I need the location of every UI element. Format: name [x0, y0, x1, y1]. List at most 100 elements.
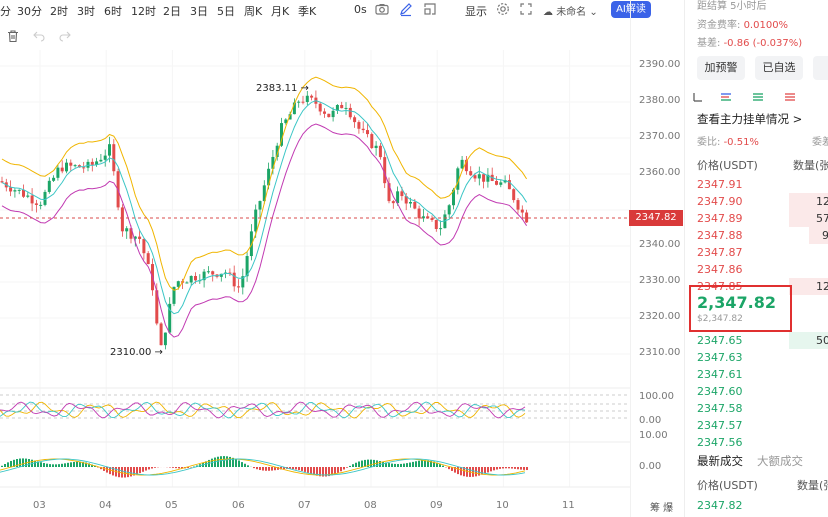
- macd-bar: [55, 464, 57, 467]
- candle-body: [512, 189, 516, 201]
- candle-body: [327, 113, 331, 118]
- fullscreen-icon[interactable]: [518, 1, 534, 17]
- candle-body: [413, 201, 417, 209]
- bid-row[interactable]: 2347.58: [685, 400, 828, 417]
- macd-bar: [100, 467, 102, 470]
- ask-row[interactable]: 2347.87: [685, 244, 828, 261]
- candle-body: [185, 282, 189, 284]
- bid-row[interactable]: 2347.63: [685, 349, 828, 366]
- order-price: 2347.87: [697, 246, 743, 259]
- camera-icon[interactable]: [374, 1, 390, 17]
- chip-distribution-toggle[interactable]: 筹 爆: [650, 503, 674, 514]
- interval-label[interactable]: 0s: [354, 3, 367, 16]
- display-button[interactable]: 显示: [465, 5, 487, 18]
- chart-area[interactable]: 分 30分 2时 3时 6时 12时 2日 3日 5日 周K 月K 季K 0s …: [0, 0, 684, 517]
- candle-body: [421, 216, 425, 219]
- candle-body: [344, 107, 348, 109]
- timeframe-2d[interactable]: 2日: [163, 5, 181, 18]
- bid-row[interactable]: 2347.57: [685, 417, 828, 434]
- ask-row[interactable]: 2347.90 12: [685, 193, 828, 210]
- candle-body: [318, 103, 322, 112]
- ask-row[interactable]: 2347.91: [685, 176, 828, 193]
- macd-bar: [220, 456, 222, 467]
- orderbook-view-alt-icon[interactable]: [719, 90, 733, 107]
- candle-body: [82, 167, 86, 169]
- pen-icon[interactable]: [398, 1, 414, 17]
- ask-row[interactable]: 2347.86: [685, 261, 828, 278]
- timeframe-2h[interactable]: 2时: [50, 5, 68, 18]
- watchlist-button[interactable]: 已自选: [755, 56, 803, 80]
- macd-bar: [232, 457, 234, 467]
- trash-icon[interactable]: [6, 28, 20, 47]
- candle-body: [241, 276, 245, 288]
- ask-row[interactable]: 2347.88 9: [685, 227, 828, 244]
- candle-body: [271, 156, 275, 169]
- more-button[interactable]: [813, 56, 828, 80]
- timeframe-12h[interactable]: 12时: [131, 5, 156, 18]
- candle-body: [426, 216, 430, 219]
- ask-row[interactable]: 2347.89 57: [685, 210, 828, 227]
- candle-body: [228, 272, 232, 274]
- macd-bar: [406, 463, 408, 467]
- layout-name-selector[interactable]: ☁ 未命名 ⌄: [543, 3, 598, 18]
- depth-link[interactable]: 查看主力挂单情况 >: [697, 112, 803, 126]
- order-price: 2347.56: [697, 436, 743, 449]
- bid-row[interactable]: 2347.56: [685, 434, 828, 451]
- macd-bar: [310, 467, 312, 474]
- macd-bar: [91, 464, 93, 467]
- candle-body: [9, 187, 13, 192]
- redo-icon[interactable]: [58, 28, 72, 47]
- timeframe-6h[interactable]: 6时: [104, 5, 122, 18]
- tab-latest-trades[interactable]: 最新成交: [697, 454, 743, 468]
- timeframe-quarter[interactable]: 季K: [298, 5, 317, 18]
- add-alert-button[interactable]: 加预警: [697, 56, 745, 80]
- candle-body: [348, 107, 352, 118]
- macd-bar: [148, 467, 150, 470]
- macd-bar: [325, 467, 327, 477]
- timeframe-5d[interactable]: 5日: [217, 5, 235, 18]
- price-axis[interactable]: 2390.00 2380.00 2370.00 2360.00 2340.00 …: [630, 0, 684, 517]
- candle-body: [34, 203, 38, 205]
- timeframe-week[interactable]: 周K: [244, 5, 263, 18]
- settings-icon[interactable]: [495, 1, 511, 17]
- macd-bar: [502, 467, 504, 469]
- date-tick: 03: [33, 500, 46, 511]
- macd-bar: [229, 456, 231, 467]
- timeframe-30m[interactable]: 30分: [17, 5, 42, 18]
- timeframe-month[interactable]: 月K: [271, 5, 290, 18]
- timeframe-1m[interactable]: 分: [0, 5, 11, 18]
- candlestick-chart[interactable]: [0, 0, 630, 517]
- candle-body: [275, 145, 279, 157]
- undo-icon[interactable]: [32, 28, 46, 47]
- candle-body: [361, 128, 365, 131]
- depth-bar: [789, 193, 828, 210]
- tab-large-trades[interactable]: 大额成交: [757, 454, 803, 468]
- bid-row[interactable]: 2347.61: [685, 366, 828, 383]
- timeframe-3d[interactable]: 3日: [190, 5, 208, 18]
- order-price: 2347.89: [697, 212, 743, 225]
- candle-body: [133, 236, 137, 239]
- orderbook-view-bids-icon[interactable]: [751, 90, 765, 107]
- macd-bar: [280, 467, 282, 470]
- macd-bar: [508, 467, 510, 469]
- candle-body: [434, 219, 438, 229]
- macd-bar: [28, 459, 30, 467]
- candle-body: [155, 290, 159, 324]
- trades-col-qty: 数量(张: [797, 479, 828, 492]
- orderbook-view-asks-icon[interactable]: [783, 90, 797, 107]
- order-price: 2347.91: [697, 178, 743, 191]
- timeframe-3h[interactable]: 3时: [77, 5, 95, 18]
- macd-bar: [70, 462, 72, 467]
- macd-bar: [16, 459, 18, 467]
- layout-icon[interactable]: [422, 1, 438, 17]
- macd-bar: [394, 463, 396, 467]
- bid-row[interactable]: 2347.60: [685, 383, 828, 400]
- macd-bar: [46, 463, 48, 467]
- orderbook-view-both-icon[interactable]: [691, 90, 705, 107]
- date-tick: 05: [165, 500, 178, 511]
- macd-bar: [349, 465, 351, 467]
- bid-row[interactable]: 2347.65 50: [685, 332, 828, 349]
- candle-body: [297, 101, 301, 103]
- kdj-indicator: [0, 394, 630, 419]
- order-price: 2347.63: [697, 351, 743, 364]
